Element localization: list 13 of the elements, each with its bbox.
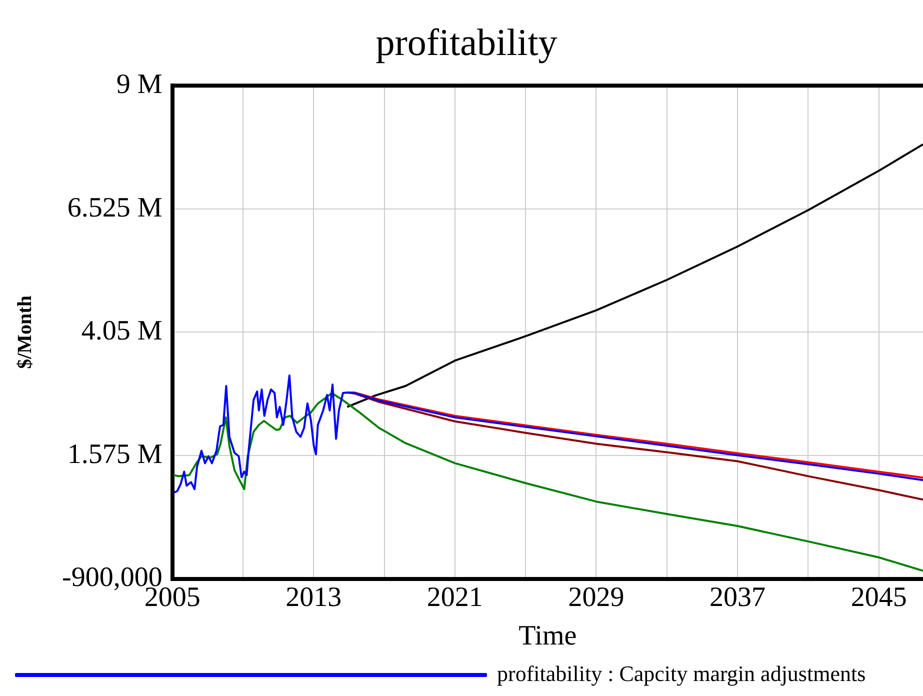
chart-title: profitability xyxy=(376,22,558,64)
x-tick-label: 2029 xyxy=(568,582,624,613)
y-axis-title: $/Month xyxy=(14,296,36,369)
x-tick-label: 2045 xyxy=(850,582,907,613)
y-tick-label: 9 M xyxy=(116,68,162,100)
x-tick-label: 2037 xyxy=(710,582,766,613)
x-axis-title: Time xyxy=(518,620,577,652)
y-tick-label: 1.575 M xyxy=(67,438,162,470)
y-tick-label: 4.05 M xyxy=(81,316,162,347)
text: profitability : Capcity margin adjustments xyxy=(497,660,866,686)
y-tick-label: 6.525 M xyxy=(67,192,162,224)
x-tick-label: 2013 xyxy=(286,582,342,613)
x-tick-label: 2021 xyxy=(426,582,483,613)
